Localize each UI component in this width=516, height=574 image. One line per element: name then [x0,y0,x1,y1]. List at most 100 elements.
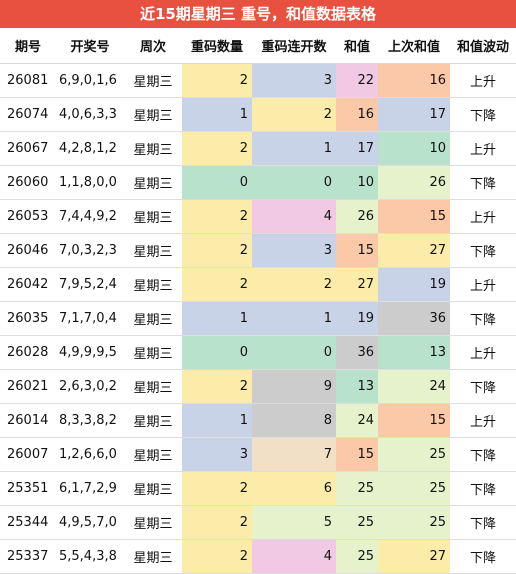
header-prev-sum: 上次和值 [378,28,450,64]
cell-prev-sum: 24 [378,369,450,404]
table-title: 近15期星期三 重号，和值数据表格 [0,0,516,28]
cell-sum: 26 [336,199,378,234]
cell-weekday: 星期三 [124,63,182,98]
header-trend: 和值波动 [450,28,516,64]
cell-repeat-count: 0 [182,335,252,370]
cell-prev-sum: 25 [378,471,450,506]
cell-numbers: 7,1,7,0,4 [56,301,124,336]
table-body: 26081 6,9,0,1,6 星期三 2 3 22 16 上升 26074 4,0,6,3,3 星… [0,63,516,574]
cell-repeat-count: 1 [182,301,252,336]
cell-sum: 25 [336,471,378,506]
cell-repeat-count: 3 [182,437,252,472]
cell-weekday: 星期三 [124,437,182,472]
cell-weekday: 星期三 [124,403,182,438]
cell-repeat-count: 1 [182,97,252,132]
cell-repeat-count: 2 [182,199,252,234]
cell-prev-sum: 27 [378,539,450,574]
cell-repeat-streak: 2 [252,267,336,302]
cell-repeat-streak: 6 [252,471,336,506]
cell-repeat-streak: 2 [252,97,336,132]
cell-issue: 26007 [0,437,56,472]
cell-numbers: 1,1,8,0,0 [56,165,124,200]
cell-repeat-streak: 1 [252,131,336,166]
cell-prev-sum: 27 [378,233,450,268]
header-repeat-count: 重码数量 [182,28,252,64]
header-row: 期号 开奖号 周次 重码数量 重码连开数 和值 上次和值 和值波动 [0,28,516,64]
cell-sum: 27 [336,267,378,302]
table-row: 25344 4,9,5,7,0 星期三 2 5 25 25 下降 [0,505,516,540]
cell-prev-sum: 13 [378,335,450,370]
cell-repeat-count: 1 [182,403,252,438]
cell-trend: 上升 [450,199,516,234]
cell-trend: 上升 [450,131,516,166]
data-table: 期号 开奖号 周次 重码数量 重码连开数 和值 上次和值 和值波动 26081 6… [0,28,516,574]
cell-issue: 26046 [0,233,56,268]
cell-weekday: 星期三 [124,165,182,200]
cell-repeat-streak: 5 [252,505,336,540]
cell-numbers: 7,9,5,2,4 [56,267,124,302]
cell-issue: 25351 [0,471,56,506]
cell-issue: 26035 [0,301,56,336]
cell-trend: 下降 [450,505,516,540]
cell-sum: 25 [336,505,378,540]
cell-trend: 下降 [450,369,516,404]
cell-repeat-streak: 7 [252,437,336,472]
cell-sum: 13 [336,369,378,404]
header-weekday: 周次 [124,28,182,64]
cell-repeat-count: 2 [182,505,252,540]
cell-issue: 26081 [0,63,56,98]
cell-repeat-count: 2 [182,267,252,302]
cell-issue: 26060 [0,165,56,200]
cell-trend: 下降 [450,301,516,336]
cell-sum: 16 [336,97,378,132]
cell-repeat-count: 2 [182,63,252,98]
cell-prev-sum: 10 [378,131,450,166]
cell-sum: 36 [336,335,378,370]
cell-prev-sum: 15 [378,403,450,438]
cell-trend: 下降 [450,233,516,268]
cell-issue: 26053 [0,199,56,234]
cell-weekday: 星期三 [124,301,182,336]
table-row: 26042 7,9,5,2,4 星期三 2 2 27 19 上升 [0,267,516,302]
cell-numbers: 2,6,3,0,2 [56,369,124,404]
cell-numbers: 4,9,5,7,0 [56,505,124,540]
cell-trend: 下降 [450,165,516,200]
cell-issue: 26067 [0,131,56,166]
table-row: 26014 8,3,3,8,2 星期三 1 8 24 15 上升 [0,403,516,438]
cell-trend: 上升 [450,335,516,370]
table-row: 25337 5,5,4,3,8 星期三 2 4 25 27 下降 [0,539,516,574]
cell-repeat-streak: 8 [252,403,336,438]
cell-numbers: 4,9,9,9,5 [56,335,124,370]
cell-sum: 15 [336,233,378,268]
cell-sum: 19 [336,301,378,336]
cell-repeat-streak: 4 [252,199,336,234]
cell-sum: 17 [336,131,378,166]
cell-repeat-streak: 3 [252,63,336,98]
table-row: 26060 1,1,8,0,0 星期三 0 0 10 26 下降 [0,165,516,200]
table-row: 26035 7,1,7,0,4 星期三 1 1 19 36 下降 [0,301,516,336]
table-row: 26028 4,9,9,9,5 星期三 0 0 36 13 上升 [0,335,516,370]
cell-trend: 下降 [450,539,516,574]
cell-repeat-count: 2 [182,233,252,268]
table-row: 26081 6,9,0,1,6 星期三 2 3 22 16 上升 [0,63,516,98]
cell-weekday: 星期三 [124,505,182,540]
cell-trend: 上升 [450,63,516,98]
cell-issue: 26021 [0,369,56,404]
cell-sum: 10 [336,165,378,200]
cell-numbers: 6,9,0,1,6 [56,63,124,98]
cell-issue: 25344 [0,505,56,540]
cell-weekday: 星期三 [124,471,182,506]
cell-weekday: 星期三 [124,539,182,574]
cell-numbers: 6,1,7,2,9 [56,471,124,506]
cell-sum: 15 [336,437,378,472]
cell-prev-sum: 19 [378,267,450,302]
cell-prev-sum: 25 [378,437,450,472]
cell-prev-sum: 26 [378,165,450,200]
table-row: 26021 2,6,3,0,2 星期三 2 9 13 24 下降 [0,369,516,404]
cell-weekday: 星期三 [124,233,182,268]
cell-issue: 26014 [0,403,56,438]
cell-numbers: 4,0,6,3,3 [56,97,124,132]
table-row: 26074 4,0,6,3,3 星期三 1 2 16 17 下降 [0,97,516,132]
table-row: 26053 7,4,4,9,2 星期三 2 4 26 15 上升 [0,199,516,234]
